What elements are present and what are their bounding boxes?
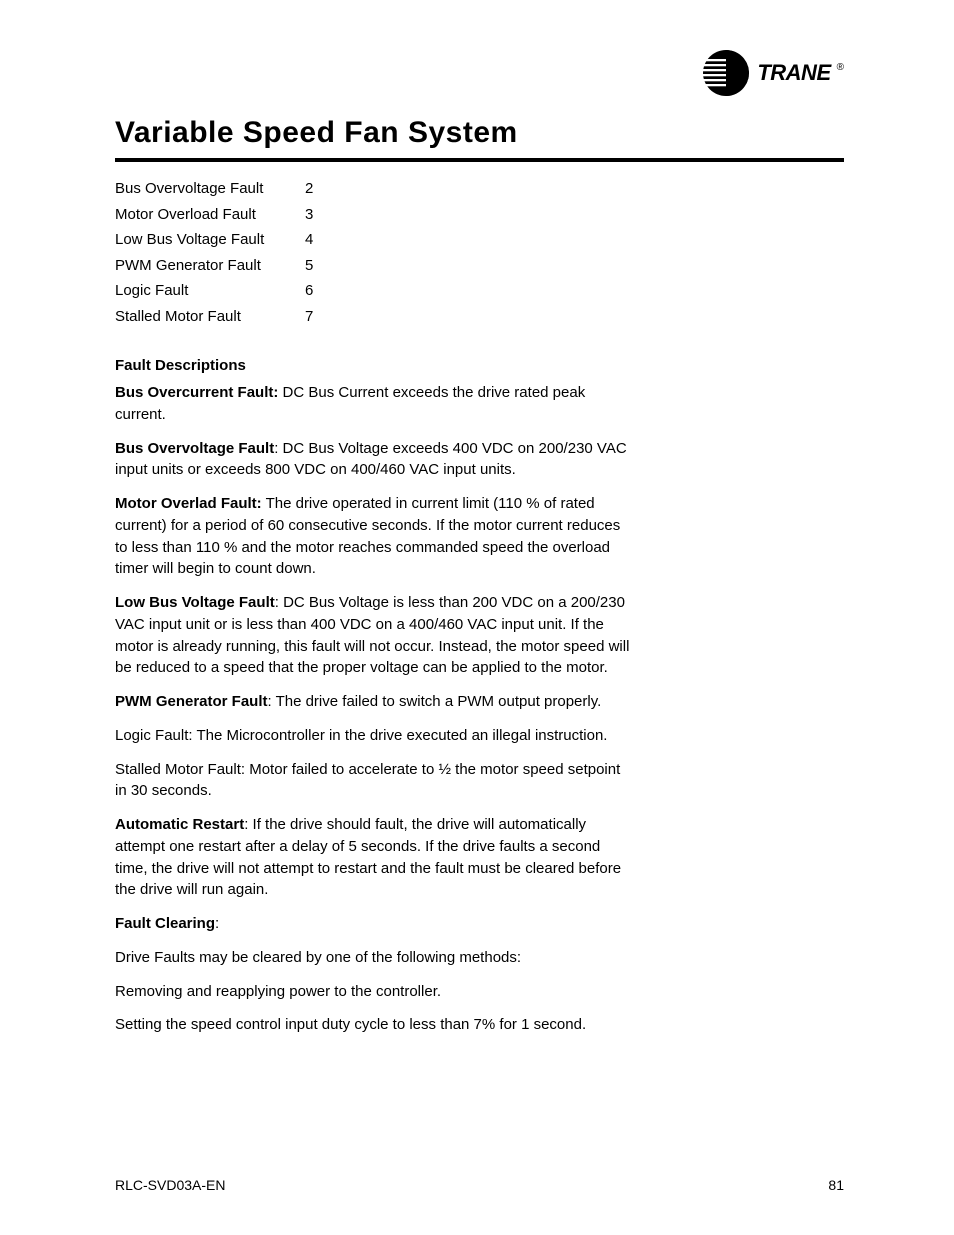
fault-description-paragraphs: Bus Overcurrent Fault: DC Bus Current ex… xyxy=(115,382,844,901)
fault-name: PWM Generator Fault xyxy=(115,253,305,279)
content-area: Bus Overvoltage Fault2Motor Overload Fau… xyxy=(115,176,844,1036)
fault-name: Bus Overvoltage Fault xyxy=(115,176,305,202)
description-paragraph: Low Bus Voltage Fault: DC Bus Voltage is… xyxy=(115,592,635,679)
registered-mark: ® xyxy=(837,62,844,73)
doc-id: RLC-SVD03A-EN xyxy=(115,1177,225,1193)
table-row: Motor Overload Fault3 xyxy=(115,202,844,228)
table-row: Low Bus Voltage Fault4 xyxy=(115,227,844,253)
fault-code: 3 xyxy=(305,202,325,228)
fault-name: Stalled Motor Fault xyxy=(115,304,305,330)
page-number: 81 xyxy=(828,1177,844,1193)
fault-clearing-heading: Fault Clearing: xyxy=(115,913,635,935)
fault-code: 6 xyxy=(305,278,325,304)
fault-code: 5 xyxy=(305,253,325,279)
trane-wordmark: TRANE xyxy=(757,60,830,86)
fault-code-table: Bus Overvoltage Fault2Motor Overload Fau… xyxy=(115,176,844,329)
fault-clearing-paragraphs: Drive Faults may be cleared by one of th… xyxy=(115,947,844,1036)
fault-code: 4 xyxy=(305,227,325,253)
fault-code: 2 xyxy=(305,176,325,202)
clearing-paragraph: Removing and reapplying power to the con… xyxy=(115,981,635,1003)
trane-globe-icon xyxy=(701,48,751,98)
table-row: PWM Generator Fault5 xyxy=(115,253,844,279)
fault-name: Logic Fault xyxy=(115,278,305,304)
fault-name: Motor Overload Fault xyxy=(115,202,305,228)
page-footer: RLC-SVD03A-EN 81 xyxy=(115,1177,844,1193)
fault-descriptions-heading: Fault Descriptions xyxy=(115,357,844,374)
description-paragraph: Bus Overcurrent Fault: DC Bus Current ex… xyxy=(115,382,635,426)
description-paragraph: Stalled Motor Fault: Motor failed to acc… xyxy=(115,759,635,803)
description-paragraph: PWM Generator Fault: The drive failed to… xyxy=(115,691,635,713)
clearing-paragraph: Drive Faults may be cleared by one of th… xyxy=(115,947,635,969)
clearing-paragraph: Setting the speed control input duty cyc… xyxy=(115,1014,635,1036)
table-row: Bus Overvoltage Fault2 xyxy=(115,176,844,202)
description-paragraph: Bus Overvoltage Fault: DC Bus Voltage ex… xyxy=(115,438,635,482)
table-row: Stalled Motor Fault7 xyxy=(115,304,844,330)
fault-name: Low Bus Voltage Fault xyxy=(115,227,305,253)
table-row: Logic Fault6 xyxy=(115,278,844,304)
description-paragraph: Motor Overlad Fault: The drive operated … xyxy=(115,493,635,580)
trane-logo: TRANE ® xyxy=(701,48,844,98)
description-paragraph: Logic Fault: The Microcontroller in the … xyxy=(115,725,635,747)
fault-code: 7 xyxy=(305,304,325,330)
page-title: Variable Speed Fan System xyxy=(115,116,844,150)
title-rule xyxy=(115,158,844,162)
logo-area: TRANE ® xyxy=(115,48,844,98)
description-paragraph: Automatic Restart: If the drive should f… xyxy=(115,814,635,901)
